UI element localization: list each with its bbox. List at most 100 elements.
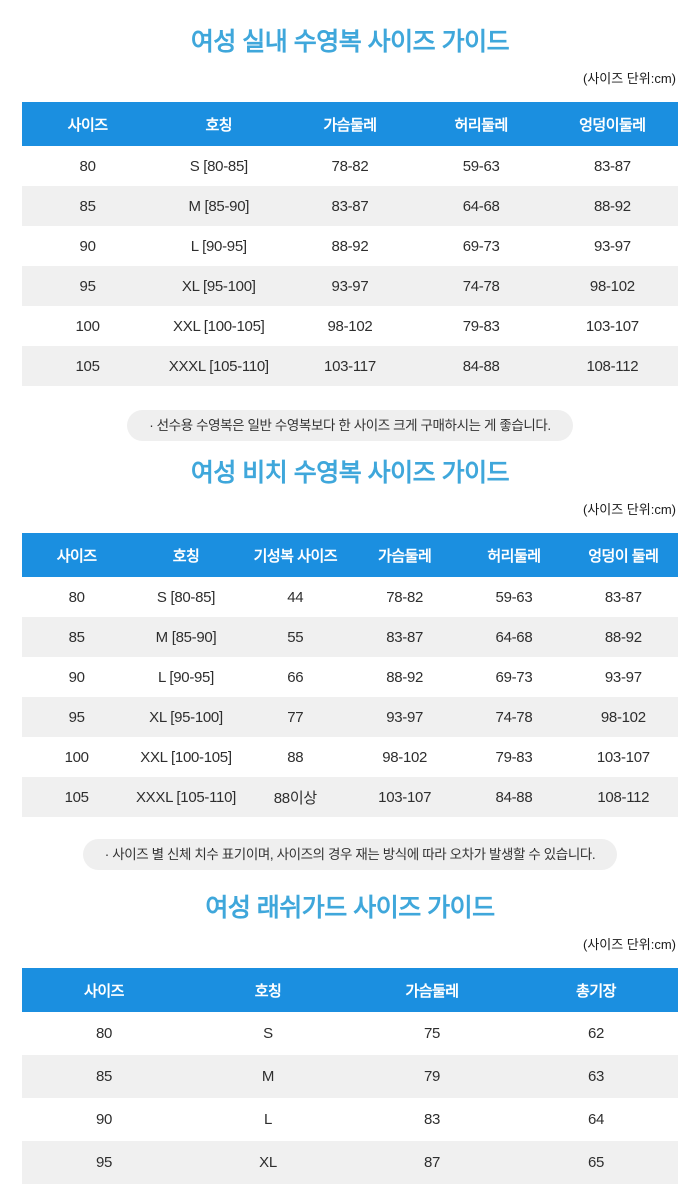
table-cell: 78-82 xyxy=(386,588,424,606)
table-row: 85 M [85-90] 83-87 64-68 88-92 xyxy=(22,186,678,226)
column-header: 허리둘레 xyxy=(415,102,547,146)
table-cell: 85 xyxy=(68,628,85,646)
table-cell: 59-63 xyxy=(495,588,533,606)
table-cell: XL [95-100] xyxy=(149,708,223,726)
indoor-swimsuit-size-table: 사이즈 호칭 가슴둘레 허리둘레 엉덩이둘레 80 S [80-85] 78-82 59-63… xyxy=(22,102,678,386)
column-header: 호칭 xyxy=(153,102,285,146)
table-cell: 103-107 xyxy=(596,748,650,766)
table-cell: 83-87 xyxy=(593,157,631,175)
table-cell: 108-112 xyxy=(597,788,650,806)
table-cell: 80 xyxy=(68,588,85,606)
section-title: 여성 실내 수영복 사이즈 가이드 xyxy=(190,28,510,56)
section-title: 여성 래쉬가드 사이즈 가이드 xyxy=(205,894,495,922)
table-cell: 98-102 xyxy=(589,277,635,295)
table-cell: 98-102 xyxy=(327,317,373,335)
column-header: 총기장 xyxy=(514,968,678,1012)
section-beach-swimsuit: 여성 비치 수영복 사이즈 가이드 (사이즈 단위:cm) 사이즈 호칭 기성복 사… xyxy=(0,457,700,870)
column-header: 기성복 사이즈 xyxy=(240,533,350,577)
table-cell: 69-73 xyxy=(462,237,500,255)
table-cell: 84-88 xyxy=(495,788,533,806)
table-cell: S xyxy=(263,1025,273,1042)
section-title: 여성 비치 수영복 사이즈 가이드 xyxy=(190,459,510,487)
table-cell: 103-107 xyxy=(585,317,639,335)
column-header: 엉덩이 둘레 xyxy=(568,533,678,577)
table-cell: 88-92 xyxy=(331,237,369,255)
table-cell: 95 xyxy=(95,1154,113,1171)
table-cell: 64-68 xyxy=(462,197,500,215)
column-header: 가슴둘레 xyxy=(284,102,416,146)
note-container: · 사이즈 별 신체 치수 표기이며, 사이즈의 경우 재는 방식에 따라 오차… xyxy=(0,839,700,870)
table-cell: 59-63 xyxy=(462,157,500,175)
table-cell: L [90-95] xyxy=(190,237,247,255)
table-cell: XL [95-100] xyxy=(181,277,256,295)
table-row: 95 XL [95-100] 93-97 74-78 98-102 xyxy=(22,266,678,306)
table-cell: 83-87 xyxy=(604,588,642,606)
table-row: 90 L 83 64 xyxy=(22,1098,678,1141)
table-cell: 95 xyxy=(68,708,85,726)
table-cell: 79-83 xyxy=(495,748,533,766)
section-rashguard: 여성 래쉬가드 사이즈 가이드 (사이즈 단위:cm) 사이즈 호칭 가슴둘레 총기장… xyxy=(0,892,700,1194)
table-cell: 93-97 xyxy=(386,708,424,726)
table-cell: 62 xyxy=(587,1025,605,1042)
table-cell: 84-88 xyxy=(462,357,500,375)
table-cell: 88-92 xyxy=(593,197,631,215)
table-row: 90 L [90-95] 66 88-92 69-73 93-97 xyxy=(22,657,678,697)
table-cell: 85 xyxy=(95,1068,113,1085)
table-cell: 77 xyxy=(287,708,304,726)
table-cell: 88 xyxy=(287,748,304,766)
table-row: 85 M 79 63 xyxy=(22,1055,678,1098)
table-cell: L xyxy=(263,1111,273,1128)
table-row: 105 XXXL [105-110] 103-117 84-88 108-112 xyxy=(22,346,678,386)
unit-label: (사이즈 단위:cm) xyxy=(582,502,676,517)
table-row: 90 L [90-95] 88-92 69-73 93-97 xyxy=(22,226,678,266)
table-cell: XXL [100-105] xyxy=(173,317,265,335)
table-cell: 108-112 xyxy=(586,357,639,375)
table-cell: 100 xyxy=(75,317,100,335)
table-cell: 83-87 xyxy=(386,628,424,646)
table-row: 105 XXXL [105-110] 88이상 103-107 84-88 108-112 xyxy=(22,777,678,817)
table-cell: 69-73 xyxy=(495,668,533,686)
table-cell: 80 xyxy=(79,157,96,175)
table-row: 80 S [80-85] 78-82 59-63 83-87 xyxy=(22,146,678,186)
table-cell: 44 xyxy=(287,588,304,606)
column-header: 호칭 xyxy=(186,968,350,1012)
table-cell: 90 xyxy=(79,237,96,255)
column-header: 가슴둘레 xyxy=(350,968,514,1012)
table-row: 100 XXL [100-105] 88 98-102 79-83 103-107 xyxy=(22,737,678,777)
table-cell: 90 xyxy=(95,1111,113,1128)
table-cell: L [90-95] xyxy=(158,668,214,686)
note-text: · 사이즈 별 신체 치수 표기이며, 사이즈의 경우 재는 방식에 따라 오차… xyxy=(82,839,618,870)
table-row: 100 XXL [100-105] 98-102 79-83 103-107 xyxy=(22,306,678,346)
table-cell: 66 xyxy=(287,668,304,686)
table-cell: 98-102 xyxy=(382,748,428,766)
table-cell: 74-78 xyxy=(462,277,500,295)
table-cell: 79 xyxy=(423,1068,441,1085)
table-header-row: 사이즈 호칭 가슴둘레 허리둘레 엉덩이둘레 xyxy=(22,102,678,146)
table-cell: M [85-90] xyxy=(155,628,217,646)
table-cell: 65 xyxy=(587,1154,605,1171)
table-cell: 64 xyxy=(587,1111,605,1128)
table-cell: 88이상 xyxy=(273,789,317,807)
column-header: 사이즈 xyxy=(22,533,132,577)
table-cell: S [80-85] xyxy=(189,157,248,175)
table-cell: M xyxy=(261,1068,275,1085)
table-cell: 80 xyxy=(95,1025,113,1042)
table-cell: 103-107 xyxy=(378,788,432,806)
table-cell: 83 xyxy=(423,1111,441,1128)
table-row: 85 M [85-90] 55 83-87 64-68 88-92 xyxy=(22,617,678,657)
table-cell: 87 xyxy=(423,1154,441,1171)
table-cell: S [80-85] xyxy=(156,588,216,606)
table-cell: M [85-90] xyxy=(188,197,250,215)
column-header: 사이즈 xyxy=(22,102,154,146)
table-cell: 100 xyxy=(64,748,89,766)
table-cell: 98-102 xyxy=(600,708,646,726)
table-cell: 83-87 xyxy=(331,197,369,215)
table-row: 95 XL [95-100] 77 93-97 74-78 98-102 xyxy=(22,697,678,737)
note-container: · 선수용 수영복은 일반 수영복보다 한 사이즈 크게 구매하시는 게 좋습니… xyxy=(0,410,700,441)
table-cell: 95 xyxy=(79,277,96,295)
table-cell: XXXL [105-110] xyxy=(135,788,237,806)
table-cell: 79-83 xyxy=(462,317,500,335)
table-cell: XXL [100-105] xyxy=(140,748,232,766)
table-cell: 93-97 xyxy=(593,237,631,255)
